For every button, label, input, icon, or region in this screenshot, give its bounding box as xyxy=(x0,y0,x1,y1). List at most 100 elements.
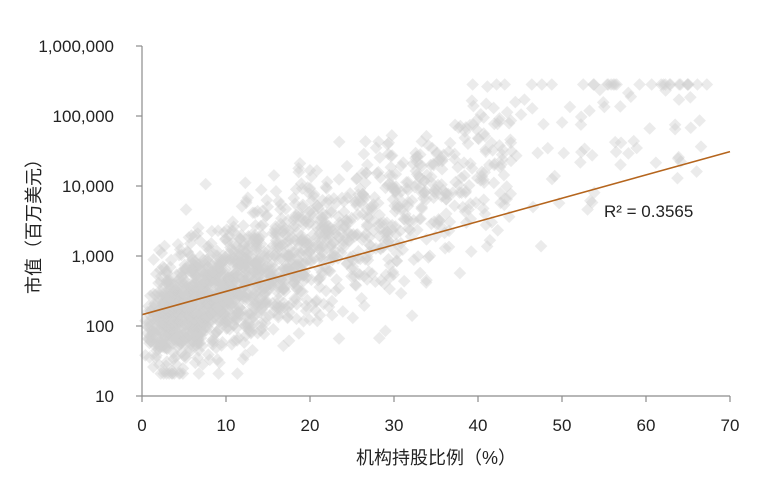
scatter-point xyxy=(157,295,171,309)
scatter-point xyxy=(189,269,203,282)
scatter-point xyxy=(162,273,176,287)
scatter-point xyxy=(386,193,400,206)
scatter-point xyxy=(326,250,339,263)
scatter-point xyxy=(413,180,427,194)
scatter-point xyxy=(381,147,395,161)
scatter-point xyxy=(239,309,252,322)
scatter-point xyxy=(213,283,227,297)
scatter-point xyxy=(252,252,266,266)
scatter-point xyxy=(348,196,362,209)
scatter-point xyxy=(390,247,404,260)
scatter-point xyxy=(203,274,217,288)
x-tick-label: 30 xyxy=(385,416,404,435)
scatter-point xyxy=(296,198,310,212)
scatter-point xyxy=(462,179,476,192)
scatter-point xyxy=(461,137,475,150)
scatter-point xyxy=(158,308,171,322)
scatter-point xyxy=(327,223,340,236)
scatter-point xyxy=(477,111,490,124)
scatter-point xyxy=(456,200,470,214)
scatter-point xyxy=(256,204,269,217)
scatter-point xyxy=(193,286,206,300)
scatter-point xyxy=(252,230,266,244)
scatter-point xyxy=(325,206,338,219)
scatter-point xyxy=(261,251,274,265)
scatter-point xyxy=(219,279,233,292)
scatter-point xyxy=(307,187,321,201)
scatter-point xyxy=(266,323,280,336)
scatter-point xyxy=(209,274,223,287)
scatter-point xyxy=(221,271,235,285)
scatter-point xyxy=(277,262,290,275)
scatter-point xyxy=(259,293,273,307)
scatter-point xyxy=(212,307,225,321)
scatter-point xyxy=(261,264,275,278)
scatter-point xyxy=(198,281,211,295)
scatter-point xyxy=(205,314,219,328)
scatter-point xyxy=(352,244,365,258)
scatter-point xyxy=(409,146,422,160)
scatter-point xyxy=(228,250,241,264)
scatter-point xyxy=(479,97,493,111)
scatter-point xyxy=(275,212,288,225)
scatter-point xyxy=(159,341,173,355)
scatter-point xyxy=(373,222,387,236)
scatter-point xyxy=(345,211,358,225)
scatter-point xyxy=(208,303,222,317)
scatter-point xyxy=(158,331,172,344)
scatter-point xyxy=(297,268,311,282)
scatter-point xyxy=(203,353,217,367)
scatter-point xyxy=(158,320,172,334)
scatter-point xyxy=(313,227,327,240)
scatter-point xyxy=(154,323,167,337)
scatter-point xyxy=(472,132,485,146)
scatter-point xyxy=(478,129,492,143)
scatter-point xyxy=(332,210,345,223)
scatter-point xyxy=(306,228,320,241)
scatter-point xyxy=(154,301,168,315)
scatter-point xyxy=(297,244,310,257)
scatter-points xyxy=(139,78,714,380)
scatter-point xyxy=(178,262,192,276)
scatter-point xyxy=(313,251,326,264)
scatter-point xyxy=(171,305,185,319)
scatter-point xyxy=(173,308,186,322)
scatter-point xyxy=(223,278,236,292)
scatter-point xyxy=(150,335,164,349)
scatter-point xyxy=(303,237,316,250)
scatter-point xyxy=(246,343,259,357)
scatter-point xyxy=(200,296,214,310)
scatter-point xyxy=(418,174,431,188)
scatter-point xyxy=(225,300,239,313)
scatter-point xyxy=(193,264,207,277)
scatter-point xyxy=(504,114,518,127)
scatter-point xyxy=(245,275,259,289)
scatter-point xyxy=(239,278,253,291)
scatter-point xyxy=(202,265,216,278)
scatter-point xyxy=(288,272,302,286)
scatter-point xyxy=(183,285,197,299)
scatter-point xyxy=(230,239,243,253)
scatter-point xyxy=(684,121,698,135)
scatter-point xyxy=(157,280,170,293)
scatter-point xyxy=(168,283,182,297)
scatter-point xyxy=(288,234,302,247)
scatter-point xyxy=(361,253,375,267)
x-tick-label: 70 xyxy=(721,416,740,435)
scatter-point xyxy=(417,186,431,199)
scatter-point xyxy=(350,228,363,242)
scatter-point xyxy=(420,168,434,182)
scatter-point xyxy=(361,203,374,217)
scatter-point xyxy=(322,193,336,207)
scatter-point xyxy=(253,265,266,279)
scatter-point xyxy=(435,154,449,168)
scatter-point xyxy=(169,284,183,298)
scatter-point xyxy=(157,310,171,324)
scatter-point xyxy=(223,253,237,267)
scatter-point xyxy=(206,338,220,351)
scatter-point xyxy=(398,207,412,221)
scatter-point xyxy=(186,306,200,319)
scatter-point xyxy=(614,158,627,172)
scatter-point xyxy=(371,196,385,210)
scatter-point xyxy=(340,224,354,238)
